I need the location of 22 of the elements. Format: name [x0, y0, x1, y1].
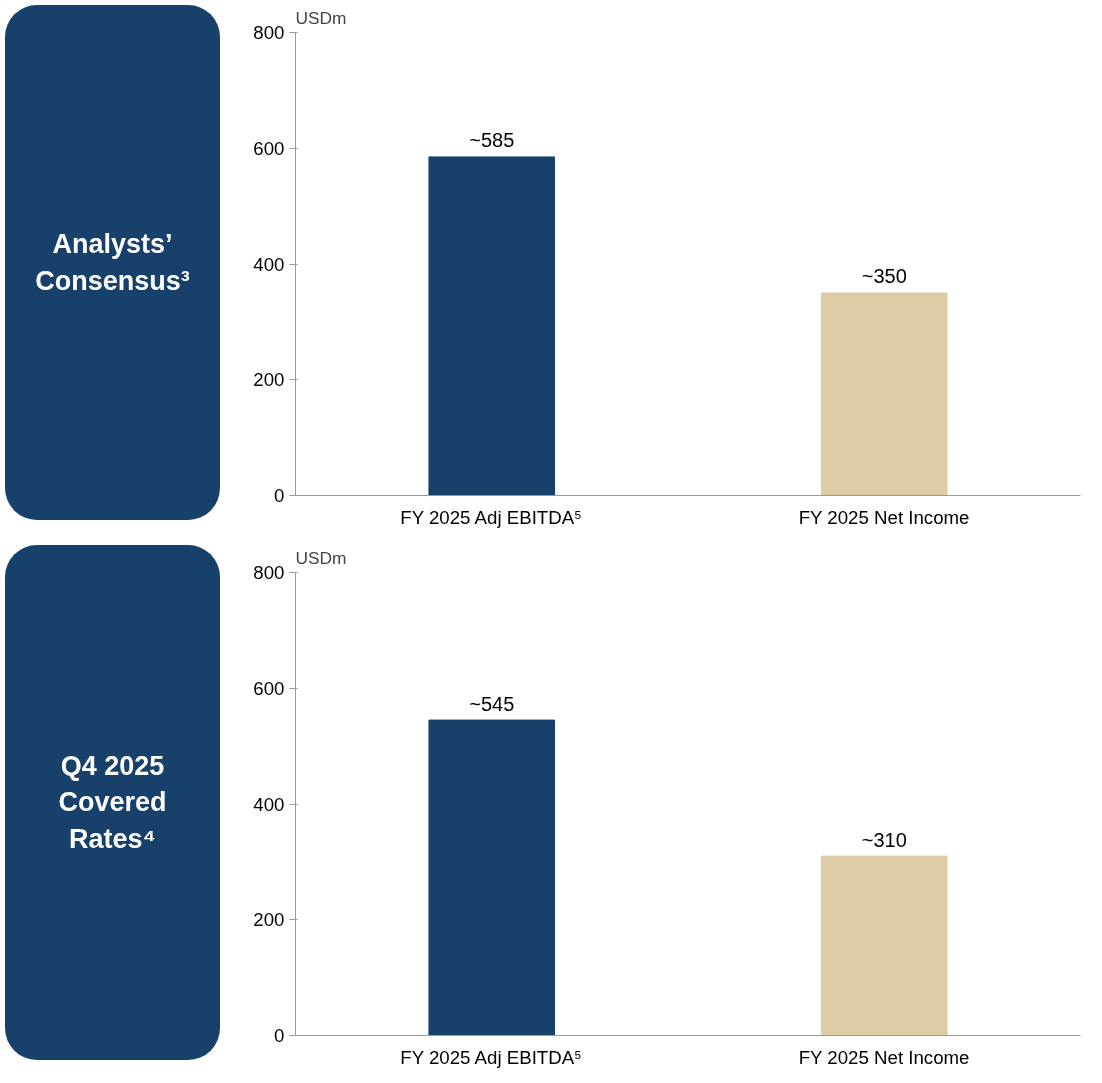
data-label: ~545	[469, 692, 515, 715]
y-tick-label: 0	[274, 485, 285, 506]
y-tick-label: 600	[253, 677, 285, 699]
y-tick-label: 400	[253, 253, 285, 275]
y-tick-label: 800	[253, 22, 285, 43]
text: Analysts’ Consensus³	[5, 5, 220, 520]
data-label: ~585	[469, 129, 515, 152]
y-tick-label: 600	[253, 137, 285, 159]
x-tick-label: FY 2025 Adj EBITDA⁵	[400, 506, 582, 528]
y-tick-label: 0	[274, 1025, 285, 1046]
x-tick-label: FY 2025 Net Income	[798, 1046, 970, 1068]
y-axis-title: USDm	[295, 547, 347, 568]
x-tick-label: FY 2025 Adj EBITDA⁵	[400, 1046, 582, 1068]
y-axis-title: USDm	[295, 7, 347, 28]
data-label: ~350	[861, 265, 907, 288]
x-tick-label: FY 2025 Net Income	[798, 506, 970, 528]
y-tick-label: 200	[253, 369, 285, 391]
y-tick-label: 800	[253, 562, 285, 583]
y-tick-label: 400	[253, 793, 285, 815]
y-tick-label: 200	[253, 909, 285, 931]
data-label: ~310	[861, 828, 907, 851]
text: Q4 2025 Covered Rates⁴	[5, 545, 220, 1060]
